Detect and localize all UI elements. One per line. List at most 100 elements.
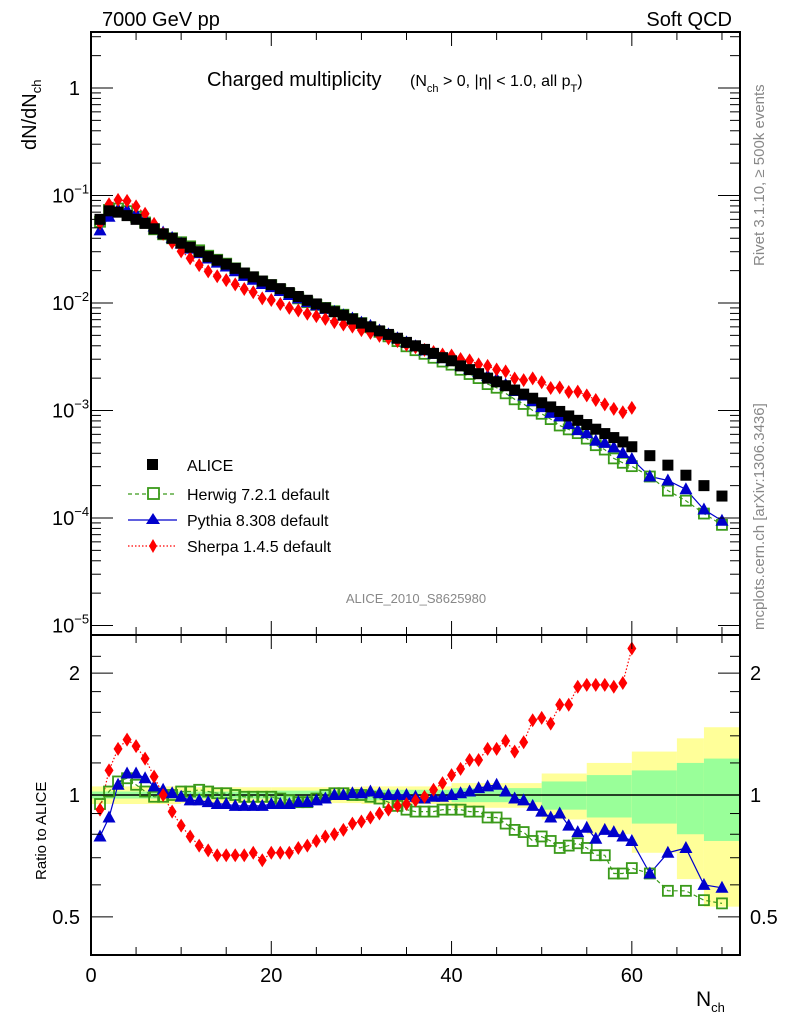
ratio-point-sherpa bbox=[447, 768, 457, 783]
category-label: Soft QCD bbox=[646, 9, 732, 31]
ratio-point-pythia bbox=[264, 797, 278, 810]
ratio-point-sherpa bbox=[104, 763, 114, 778]
main-point-alice bbox=[437, 352, 449, 364]
main-point-sherpa bbox=[609, 401, 619, 416]
ratio-point-herwig bbox=[580, 842, 593, 854]
main-point-sherpa bbox=[528, 371, 538, 386]
ratio-point-sherpa bbox=[194, 838, 204, 853]
ratio-point-herwig bbox=[680, 884, 692, 897]
ratio-point-pythia bbox=[661, 845, 675, 858]
main-point-alice bbox=[599, 428, 611, 440]
ratio-point-pythia bbox=[246, 798, 260, 811]
legend-marker-alice bbox=[147, 459, 158, 470]
ratio-point-pythia bbox=[580, 820, 594, 833]
ratio-point-herwig bbox=[716, 897, 728, 910]
ratio-point-sherpa bbox=[365, 810, 375, 825]
ratio-point-sherpa bbox=[275, 845, 285, 860]
main-point-alice bbox=[184, 241, 196, 253]
main-point-pythia bbox=[562, 417, 576, 430]
ratio-point-herwig bbox=[598, 849, 611, 862]
main-point-alice bbox=[698, 480, 710, 492]
ratio-y-tick-label-right: 0.5 bbox=[750, 907, 778, 929]
main-point-sherpa bbox=[230, 277, 240, 292]
ratio-point-herwig bbox=[553, 842, 566, 854]
ratio-point-sherpa bbox=[483, 741, 493, 756]
main-point-alice bbox=[716, 490, 728, 502]
main-point-alice bbox=[121, 210, 133, 222]
main-point-sherpa bbox=[564, 384, 574, 399]
ratio-point-pythia bbox=[517, 793, 531, 806]
main-point-alice bbox=[265, 279, 277, 291]
main-point-alice bbox=[491, 376, 503, 388]
main-point-sherpa bbox=[465, 353, 475, 368]
main-point-pythia bbox=[580, 426, 594, 439]
main-point-alice bbox=[400, 336, 412, 348]
ratio-point-sherpa bbox=[158, 788, 168, 802]
ratio-point-pythia bbox=[210, 797, 224, 810]
ratio-point-pythia bbox=[616, 829, 630, 842]
ratio-point-sherpa bbox=[519, 735, 529, 750]
main-point-alice bbox=[464, 364, 476, 376]
ratio-point-sherpa bbox=[528, 713, 538, 728]
ratio-point-sherpa bbox=[176, 818, 186, 833]
main-point-pythia bbox=[661, 473, 675, 486]
legend-item-pythia: Pythia 8.308 default bbox=[128, 513, 329, 530]
main-point-pythia bbox=[715, 513, 729, 526]
ratio-point-pythia bbox=[345, 786, 359, 799]
legend-marker-pythia bbox=[146, 513, 160, 524]
ratio-point-sherpa bbox=[564, 697, 574, 712]
ratio-point-sherpa bbox=[618, 676, 628, 691]
ratio-y-axis-title: Ratio to ALICE bbox=[33, 782, 50, 880]
ratio-point-pythia bbox=[201, 795, 215, 808]
ratio-point-pythia bbox=[390, 788, 404, 800]
ratio-point-pythia bbox=[598, 822, 612, 835]
main-point-sherpa bbox=[338, 317, 348, 332]
y-tick-label: 1 bbox=[69, 78, 80, 100]
ratio-point-sherpa bbox=[392, 798, 402, 813]
ratio-point-herwig bbox=[517, 826, 530, 838]
ratio-point-sherpa bbox=[212, 848, 222, 863]
ratio-point-sherpa bbox=[320, 829, 330, 844]
main-point-pythia bbox=[625, 451, 639, 464]
main-point-sherpa bbox=[185, 251, 195, 266]
ratio-point-pythia bbox=[93, 829, 107, 842]
main-point-sherpa bbox=[203, 264, 213, 279]
ratio-point-sherpa bbox=[185, 829, 195, 844]
ratio-point-pythia bbox=[490, 777, 504, 790]
main-point-sherpa bbox=[275, 296, 285, 311]
legend-item-sherpa: Sherpa 1.4.5 default bbox=[128, 539, 332, 556]
main-point-alice bbox=[428, 347, 440, 359]
main-point-herwig bbox=[680, 494, 692, 507]
y-tick-label: 10−3 bbox=[52, 397, 89, 423]
main-point-sherpa bbox=[591, 392, 601, 407]
ratio-point-sherpa bbox=[510, 744, 520, 759]
stat-uncertainty-band bbox=[676, 762, 704, 835]
ratio-point-sherpa bbox=[338, 822, 348, 837]
ratio-point-sherpa bbox=[420, 789, 430, 804]
ratio-point-herwig bbox=[508, 824, 521, 836]
main-point-alice bbox=[473, 368, 485, 380]
ratio-point-sherpa bbox=[438, 776, 448, 791]
ratio-point-pythia bbox=[273, 797, 287, 810]
main-point-sherpa bbox=[483, 358, 493, 373]
plot-title: Charged multiplicity bbox=[207, 69, 382, 91]
main-point-alice bbox=[364, 321, 376, 333]
plot-title-cuts: (Nch > 0, |η| < 1.0, all pT) bbox=[410, 73, 583, 95]
x-tick-label: 20 bbox=[260, 965, 282, 987]
ratio-point-sherpa bbox=[537, 710, 547, 725]
ratio-point-herwig bbox=[607, 867, 620, 880]
ratio-point-herwig bbox=[418, 805, 431, 818]
main-point-pythia bbox=[589, 433, 603, 446]
main-point-sherpa bbox=[627, 400, 637, 415]
ratio-point-sherpa bbox=[501, 733, 511, 748]
ratio-point-herwig bbox=[463, 805, 476, 818]
main-y-axis-title: dN/dNch bbox=[19, 80, 44, 150]
ratio-point-sherpa bbox=[131, 739, 141, 754]
ratio-point-sherpa bbox=[239, 848, 249, 863]
ratio-point-herwig bbox=[544, 835, 557, 847]
ratio-point-pythia bbox=[625, 833, 639, 846]
ratio-point-sherpa bbox=[248, 845, 258, 860]
main-point-alice bbox=[292, 290, 304, 302]
ratio-point-sherpa bbox=[609, 679, 619, 694]
